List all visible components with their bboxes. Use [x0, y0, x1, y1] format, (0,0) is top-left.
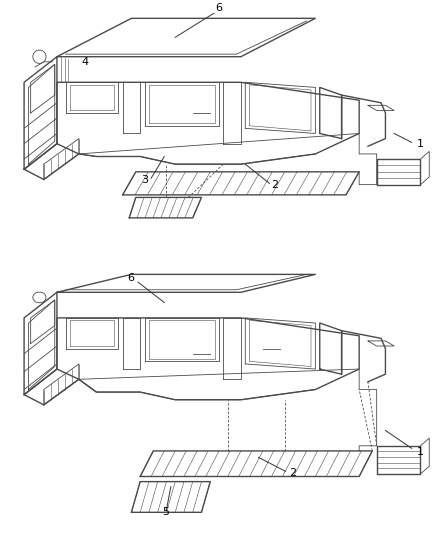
Text: 1: 1 [417, 447, 424, 457]
Text: 3: 3 [141, 174, 148, 184]
Text: 6: 6 [127, 273, 134, 283]
Text: 5: 5 [162, 507, 169, 518]
Text: 1: 1 [417, 139, 424, 149]
Text: 4: 4 [82, 57, 89, 67]
Text: 2: 2 [272, 180, 279, 190]
Text: 6: 6 [215, 3, 223, 13]
Text: 2: 2 [289, 467, 296, 478]
